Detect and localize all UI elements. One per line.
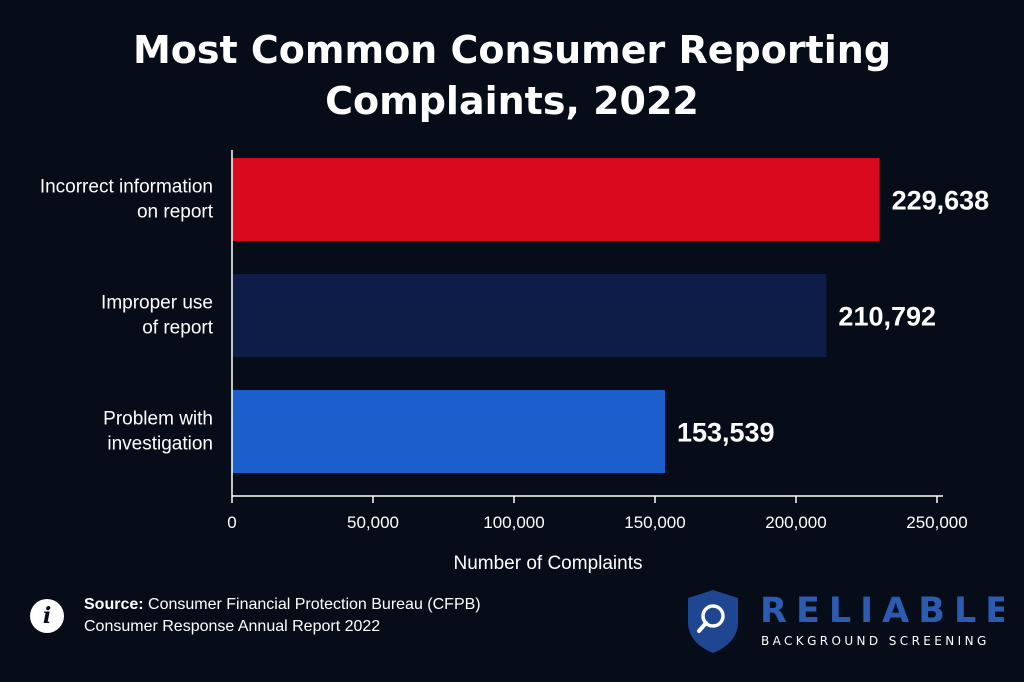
x-tick-label-5: 200,000 [765, 513, 826, 532]
x-tick-label-4: 150,000 [624, 513, 685, 532]
category-label-3: Problem with investigation [103, 409, 213, 455]
x-tick-label-3: 100,000 [483, 513, 544, 532]
value-label-2: 210,792 [838, 302, 936, 332]
source-line-2: Consumer Response Annual Report 2022 [84, 618, 381, 635]
x-tick-label-1: 0 [227, 513, 236, 532]
source-line-1: Consumer Financial Protection Bureau (CF… [148, 596, 481, 613]
bar-1 [232, 158, 880, 241]
source-text: Source: Consumer Financial Protection Bu… [84, 594, 481, 638]
bar-2 [232, 274, 827, 357]
value-label-3: 153,539 [677, 418, 775, 448]
reliable-logo: RELIABLE BACKGROUND SCREENING [688, 590, 1004, 653]
source-label: Source: [84, 596, 144, 613]
x-tick-labels: 0 50,000 100,000 150,000 200,000 250,000 [227, 513, 967, 532]
chart-title: Most Common Consumer Reporting Complaints… [133, 28, 891, 123]
chart-title-line-2: Complaints, 2022 [325, 79, 699, 123]
info-icon: i [30, 599, 64, 633]
x-axis [231, 150, 943, 503]
category-label-1: Incorrect information on report [40, 177, 214, 223]
value-label-1: 229,638 [892, 186, 990, 216]
logo-tagline: BACKGROUND SCREENING [761, 634, 990, 648]
logo-name: RELIABLE [760, 591, 1004, 631]
chart-title-line-1: Most Common Consumer Reporting [133, 28, 891, 72]
x-axis-label: Number of Complaints [453, 553, 642, 574]
shield-magnifier-icon [688, 590, 738, 653]
bars [232, 158, 880, 473]
source-note: i Source: Consumer Financial Protection … [30, 594, 481, 638]
category-label-2: Improper use of report [101, 293, 214, 339]
bar-3 [232, 390, 665, 473]
x-tick-label-2: 50,000 [347, 513, 399, 532]
x-tick-label-6: 250,000 [906, 513, 967, 532]
value-labels: 229,638 210,792 153,539 [677, 186, 989, 448]
category-labels: Incorrect information on report Improper u… [40, 177, 214, 455]
